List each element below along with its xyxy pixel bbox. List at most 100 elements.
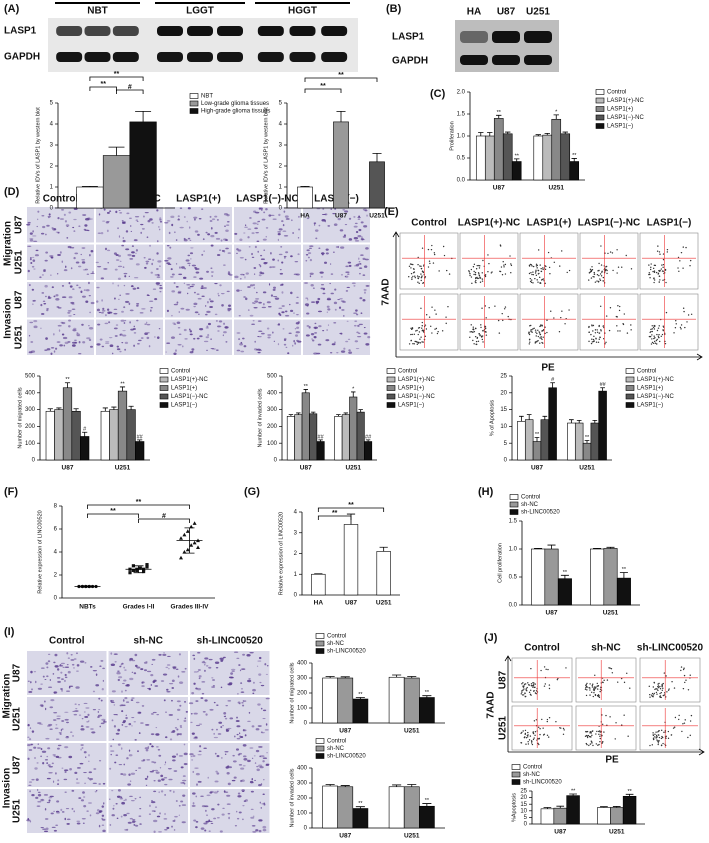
cell xyxy=(96,343,101,346)
cell xyxy=(134,653,138,657)
legend-label: sh-NC xyxy=(521,502,539,508)
y-tick-label: 8 xyxy=(54,504,58,510)
cell xyxy=(204,313,208,316)
legend-label: NBT xyxy=(201,94,213,100)
micrograph xyxy=(189,696,271,742)
event xyxy=(509,255,511,257)
cell xyxy=(106,229,109,233)
assay-label: Invasion xyxy=(2,768,13,809)
cell xyxy=(254,779,257,782)
event xyxy=(679,326,682,329)
cell xyxy=(338,306,342,309)
cell xyxy=(231,779,236,782)
event xyxy=(422,271,425,274)
x-tick-label: U251 xyxy=(376,600,392,607)
bar xyxy=(343,524,359,596)
cell xyxy=(149,218,153,221)
x-tick-label: Grades I-II xyxy=(123,604,155,611)
cell xyxy=(114,268,118,271)
significance-label: ** xyxy=(120,381,125,387)
cell xyxy=(98,697,101,700)
cell xyxy=(333,301,338,305)
bar xyxy=(286,416,295,461)
cell xyxy=(81,747,84,749)
cell xyxy=(153,679,157,682)
cell xyxy=(214,215,218,218)
cell xyxy=(49,706,54,709)
cell xyxy=(197,669,201,672)
y-tick-label: 0.5 xyxy=(457,156,466,162)
cell xyxy=(252,831,257,833)
event xyxy=(606,679,609,681)
event xyxy=(538,737,540,740)
cell xyxy=(355,264,360,267)
assay-label: Migration xyxy=(2,674,13,719)
cell xyxy=(56,668,60,671)
event xyxy=(408,265,411,267)
panel-label: (I) xyxy=(4,626,15,638)
cell xyxy=(217,292,219,295)
cell xyxy=(211,686,216,688)
x-tick-label: U87 xyxy=(335,213,347,220)
cell xyxy=(238,811,242,814)
cell xyxy=(101,345,105,348)
event xyxy=(675,320,677,322)
cell xyxy=(296,314,299,316)
event xyxy=(600,245,602,247)
cell xyxy=(212,685,215,687)
cell xyxy=(134,277,139,279)
cell xyxy=(83,702,88,705)
cell xyxy=(242,818,244,821)
event xyxy=(520,741,522,744)
cell xyxy=(146,670,152,673)
cell xyxy=(44,818,49,821)
event xyxy=(539,264,541,266)
event xyxy=(525,736,528,739)
cell xyxy=(145,260,150,263)
row-label: U87 xyxy=(12,755,23,774)
cell xyxy=(88,760,90,762)
cell xyxy=(150,801,156,804)
cell xyxy=(144,212,149,214)
event xyxy=(441,330,444,332)
cell xyxy=(210,790,214,794)
bar xyxy=(301,392,310,461)
cell xyxy=(164,783,168,786)
event xyxy=(541,324,543,327)
cell xyxy=(258,819,263,822)
event xyxy=(539,337,541,339)
cell xyxy=(182,775,186,777)
event xyxy=(588,279,590,281)
error-bar xyxy=(535,134,541,136)
cell xyxy=(166,220,171,222)
event xyxy=(648,335,651,338)
cell xyxy=(334,308,337,311)
row-label: U251 xyxy=(498,716,509,740)
cell xyxy=(233,776,237,779)
cell xyxy=(254,300,259,303)
cell xyxy=(210,348,215,350)
legend-swatch xyxy=(509,494,519,500)
y-tick-label: 4 xyxy=(294,510,298,516)
flow-plot xyxy=(519,232,579,290)
cell xyxy=(256,665,259,667)
event xyxy=(413,271,416,273)
cell xyxy=(113,312,118,315)
cell xyxy=(182,779,187,782)
event xyxy=(555,721,557,723)
micrograph xyxy=(107,788,189,834)
cell xyxy=(128,659,132,662)
event xyxy=(652,737,655,739)
point xyxy=(192,521,197,525)
cell xyxy=(280,246,282,248)
cell xyxy=(86,721,89,723)
cell xyxy=(189,239,192,241)
cell xyxy=(177,218,180,221)
cell xyxy=(52,780,55,783)
legend-label: Control xyxy=(171,369,190,375)
cell xyxy=(195,820,199,823)
event xyxy=(652,694,655,696)
event xyxy=(424,335,427,338)
cell xyxy=(250,808,254,810)
cell xyxy=(138,339,142,342)
